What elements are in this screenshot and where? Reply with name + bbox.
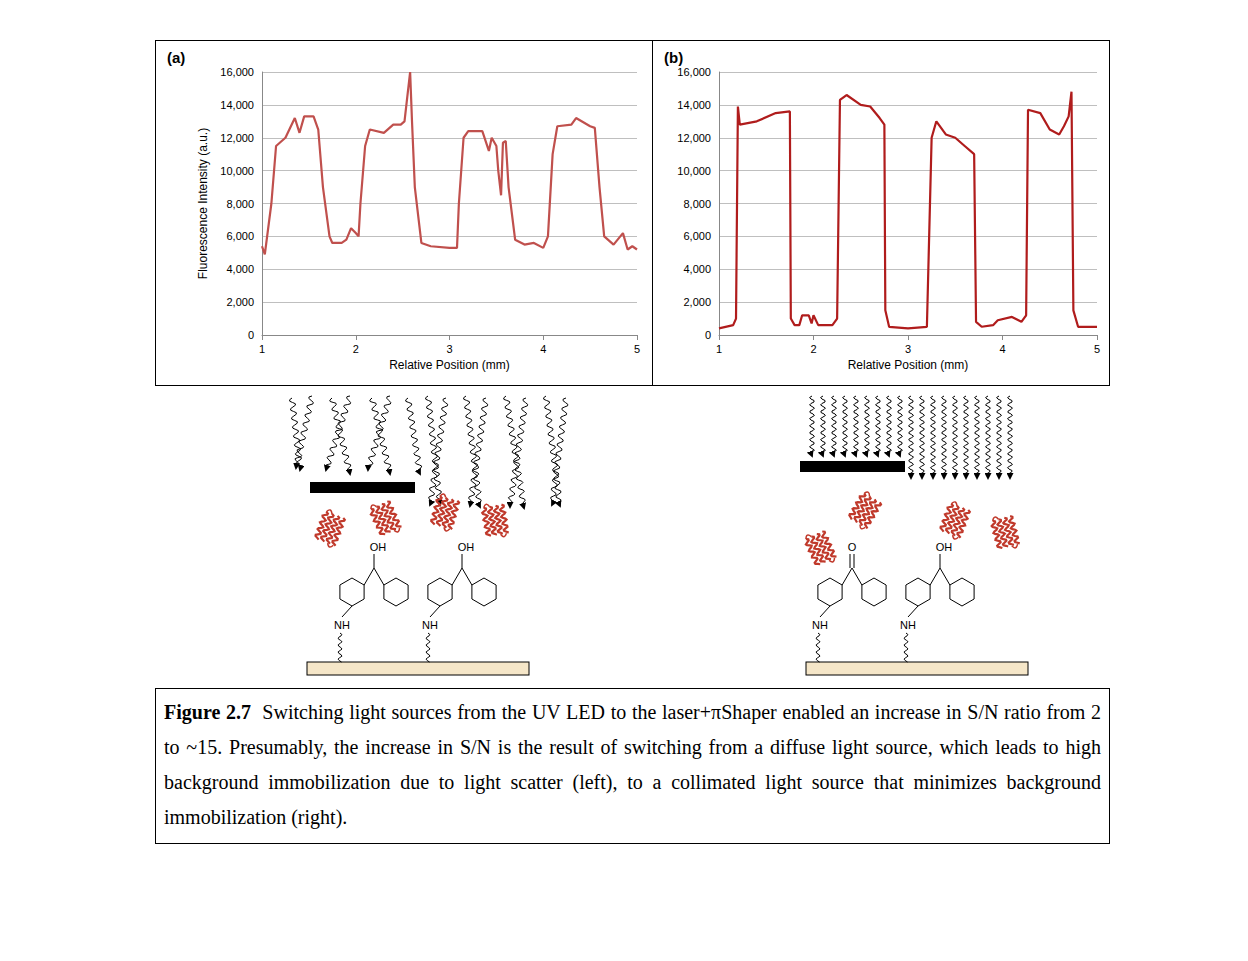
svg-text:NH: NH bbox=[900, 619, 916, 631]
svg-text:1: 1 bbox=[259, 343, 265, 355]
svg-text:(a): (a) bbox=[167, 49, 185, 66]
svg-text:14,000: 14,000 bbox=[220, 99, 254, 111]
svg-text:4: 4 bbox=[999, 343, 1005, 355]
svg-text:0: 0 bbox=[248, 329, 254, 341]
svg-text:16,000: 16,000 bbox=[677, 66, 711, 78]
svg-text:2: 2 bbox=[810, 343, 816, 355]
svg-text:0: 0 bbox=[705, 329, 711, 341]
svg-text:OH: OH bbox=[936, 541, 953, 553]
svg-text:3: 3 bbox=[905, 343, 911, 355]
svg-text:8,000: 8,000 bbox=[226, 198, 254, 210]
svg-text:Fluorescence Intensity (a.u.): Fluorescence Intensity (a.u.) bbox=[196, 128, 210, 279]
svg-text:NH: NH bbox=[334, 619, 350, 631]
svg-text:6,000: 6,000 bbox=[683, 230, 711, 242]
svg-text:(b): (b) bbox=[664, 49, 683, 66]
svg-text:OH: OH bbox=[458, 541, 475, 553]
svg-text:4,000: 4,000 bbox=[226, 263, 254, 275]
svg-text:6,000: 6,000 bbox=[226, 230, 254, 242]
svg-text:10,000: 10,000 bbox=[677, 165, 711, 177]
svg-text:10,000: 10,000 bbox=[220, 165, 254, 177]
svg-text:O: O bbox=[848, 541, 857, 553]
svg-text:1: 1 bbox=[716, 343, 722, 355]
svg-text:16,000: 16,000 bbox=[220, 66, 254, 78]
svg-text:8,000: 8,000 bbox=[683, 198, 711, 210]
svg-text:OH: OH bbox=[370, 541, 387, 553]
svg-text:Relative Position (mm): Relative Position (mm) bbox=[848, 358, 969, 372]
html-text:Figure 2.7 Switching light sou: Figure 2.7 Switching light sources from … bbox=[164, 701, 1101, 828]
svg-text:2: 2 bbox=[353, 343, 359, 355]
svg-text:5: 5 bbox=[1094, 343, 1100, 355]
svg-text:4: 4 bbox=[540, 343, 546, 355]
svg-text:12,000: 12,000 bbox=[220, 132, 254, 144]
svg-text:14,000: 14,000 bbox=[677, 99, 711, 111]
svg-text:NH: NH bbox=[812, 619, 828, 631]
svg-text:5: 5 bbox=[634, 343, 640, 355]
svg-text:2,000: 2,000 bbox=[226, 296, 254, 308]
svg-text:NH: NH bbox=[422, 619, 438, 631]
svg-text:2,000: 2,000 bbox=[683, 296, 711, 308]
svg-text:Relative Position (mm): Relative Position (mm) bbox=[389, 358, 510, 372]
svg-text:12,000: 12,000 bbox=[677, 132, 711, 144]
svg-text:4,000: 4,000 bbox=[683, 263, 711, 275]
svg-text:3: 3 bbox=[446, 343, 452, 355]
